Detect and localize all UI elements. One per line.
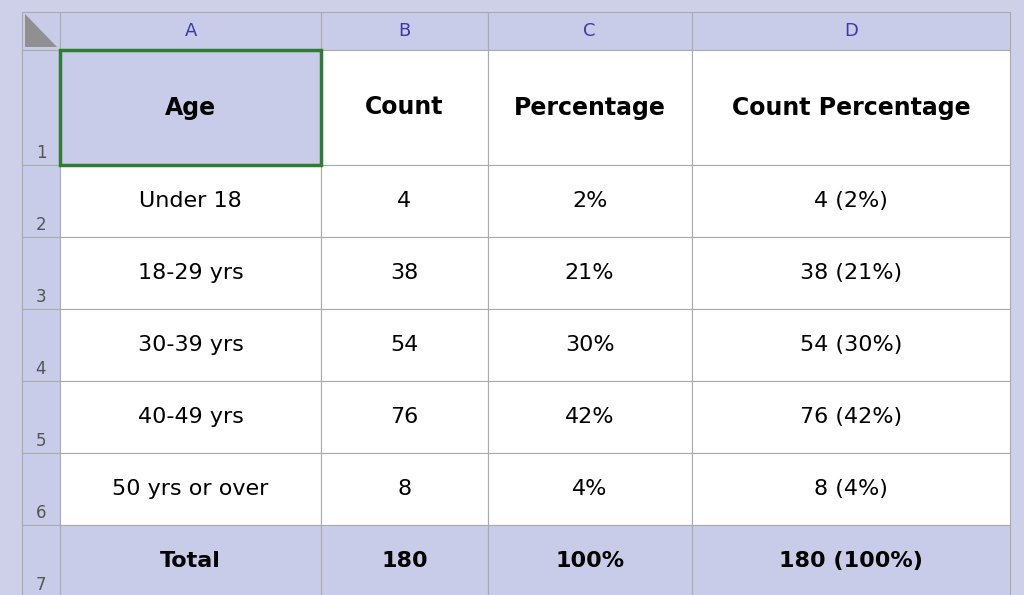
Text: Under 18: Under 18 [139, 191, 242, 211]
Bar [22, 525, 60, 595]
Bar [322, 165, 487, 237]
Bar [60, 453, 322, 525]
Text: 3: 3 [36, 288, 46, 306]
Bar [22, 12, 60, 50]
Text: Count: Count [366, 96, 443, 120]
Text: 38: 38 [390, 263, 419, 283]
Text: 180: 180 [381, 551, 428, 571]
Text: 8: 8 [397, 479, 412, 499]
Text: 18-29 yrs: 18-29 yrs [138, 263, 244, 283]
Text: 1: 1 [36, 144, 46, 162]
Bar [487, 309, 692, 381]
Bar [322, 309, 487, 381]
Bar [692, 381, 1010, 453]
Bar [692, 50, 1010, 165]
Bar [60, 237, 322, 309]
Text: B: B [398, 22, 411, 40]
Text: 7: 7 [36, 576, 46, 594]
Bar [22, 309, 60, 381]
Text: 21%: 21% [565, 263, 614, 283]
Text: Age: Age [165, 96, 216, 120]
Bar [60, 381, 322, 453]
Bar [60, 309, 322, 381]
Bar [487, 50, 692, 165]
Text: 4%: 4% [572, 479, 607, 499]
Text: 54 (30%): 54 (30%) [800, 335, 902, 355]
Polygon shape [25, 14, 57, 47]
Text: 54: 54 [390, 335, 419, 355]
Text: 8 (4%): 8 (4%) [814, 479, 888, 499]
Bar [487, 237, 692, 309]
Text: A: A [184, 22, 197, 40]
Text: 42%: 42% [565, 407, 614, 427]
Bar [487, 525, 692, 595]
Bar [487, 381, 692, 453]
Bar [60, 50, 322, 165]
Text: Total: Total [160, 551, 221, 571]
Bar [60, 12, 322, 50]
Bar [487, 453, 692, 525]
Text: C: C [584, 22, 596, 40]
Bar [60, 525, 322, 595]
Text: 4 (2%): 4 (2%) [814, 191, 888, 211]
Text: 76: 76 [390, 407, 419, 427]
Bar [322, 50, 487, 165]
Text: 2: 2 [36, 216, 46, 234]
Bar [692, 165, 1010, 237]
Text: 50 yrs or over: 50 yrs or over [113, 479, 269, 499]
Bar [322, 12, 487, 50]
Bar [22, 381, 60, 453]
Bar [22, 453, 60, 525]
Text: 40-49 yrs: 40-49 yrs [137, 407, 244, 427]
Bar [692, 237, 1010, 309]
Bar [487, 165, 692, 237]
Text: 2%: 2% [572, 191, 607, 211]
Bar [322, 237, 487, 309]
Bar [692, 12, 1010, 50]
Text: 76 (42%): 76 (42%) [800, 407, 902, 427]
Text: 4: 4 [36, 360, 46, 378]
Text: Count Percentage: Count Percentage [731, 96, 970, 120]
Text: 5: 5 [36, 432, 46, 450]
Text: 4: 4 [397, 191, 412, 211]
Bar [322, 381, 487, 453]
Bar [692, 309, 1010, 381]
Bar [22, 165, 60, 237]
Bar [322, 525, 487, 595]
Bar [60, 50, 322, 165]
Text: D: D [844, 22, 858, 40]
Bar [692, 525, 1010, 595]
Text: 30%: 30% [565, 335, 614, 355]
Text: Percentage: Percentage [514, 96, 666, 120]
Bar [22, 237, 60, 309]
Text: 6: 6 [36, 504, 46, 522]
Text: 180 (100%): 180 (100%) [779, 551, 923, 571]
Bar [60, 165, 322, 237]
Text: 30-39 yrs: 30-39 yrs [137, 335, 244, 355]
Bar [322, 453, 487, 525]
Bar [692, 453, 1010, 525]
Bar [487, 12, 692, 50]
Text: 100%: 100% [555, 551, 625, 571]
Bar [22, 50, 60, 165]
Text: 38 (21%): 38 (21%) [800, 263, 902, 283]
